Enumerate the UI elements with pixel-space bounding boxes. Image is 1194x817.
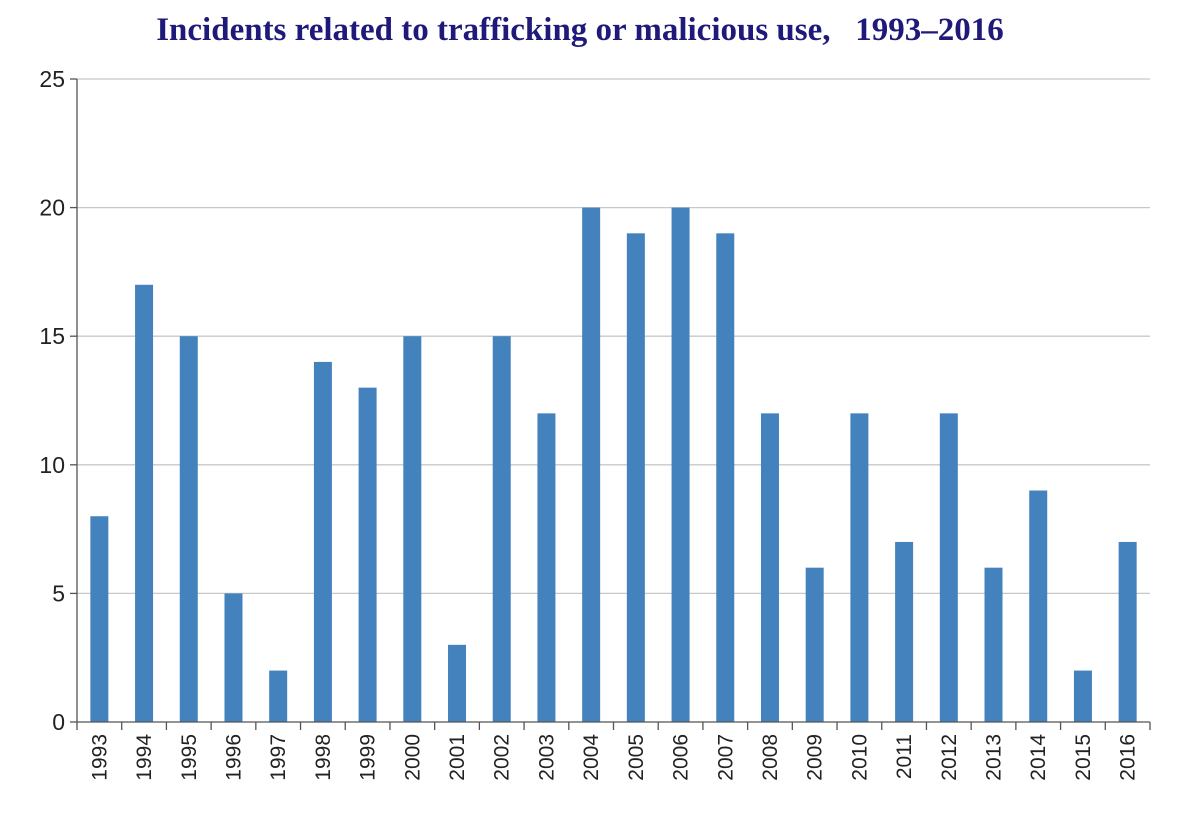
x-tick-label: 1993 — [88, 734, 111, 781]
bar-2007 — [716, 233, 735, 722]
y-tick-label: 0 — [52, 709, 65, 735]
bars — [90, 207, 1137, 723]
bar-2000 — [403, 336, 422, 722]
bar-2001 — [448, 644, 467, 722]
chart-title: Incidents related to trafficking or mali… — [156, 12, 1004, 48]
x-tick-label: 1996 — [222, 734, 245, 781]
axes — [76, 79, 1151, 730]
x-tick-label: 2009 — [804, 734, 827, 781]
bar-2010 — [850, 413, 869, 722]
x-tick-label: 2007 — [714, 734, 737, 781]
x-tick-label: 2001 — [446, 734, 469, 781]
x-tick-label: 2002 — [491, 734, 514, 781]
bar-2016 — [1118, 541, 1137, 722]
bar-2006 — [671, 207, 690, 723]
x-tick-label: 1994 — [133, 734, 156, 781]
bar-1993 — [90, 516, 109, 722]
bar-2005 — [626, 233, 645, 722]
bar-2011 — [895, 541, 914, 722]
x-tick-label: 2011 — [893, 734, 916, 779]
x-tick-label: 2008 — [759, 734, 782, 781]
bar-1999 — [358, 387, 377, 722]
y-tick-labels: 0 5 10 15 20 25 — [39, 66, 65, 735]
x-tick-label: 2012 — [938, 734, 961, 781]
gridlines — [70, 78, 1150, 723]
bar-2002 — [492, 336, 511, 722]
bar-2009 — [805, 567, 824, 722]
bar-1995 — [179, 336, 198, 722]
x-tick-label: 2006 — [670, 734, 693, 781]
x-tick-label: 2000 — [401, 734, 424, 781]
bar-2013 — [984, 567, 1003, 722]
bar-2003 — [537, 413, 556, 722]
x-tick-label: 1999 — [357, 734, 380, 781]
x-tick-label: 2003 — [535, 734, 558, 781]
x-tick-label: 1995 — [178, 734, 201, 781]
x-tick-labels: 1993 1994 1995 1996 1997 1998 1999 2000 2001 2002… — [88, 734, 1139, 781]
x-tick-label: 2004 — [580, 734, 603, 781]
bar-1994 — [135, 284, 154, 722]
bar-1996 — [224, 593, 243, 722]
y-tick-label: 10 — [39, 452, 65, 478]
y-tick-label: 25 — [39, 66, 65, 92]
bar-2014 — [1029, 490, 1048, 722]
x-tick-label: 2016 — [1117, 734, 1140, 781]
x-tick-label: 1998 — [312, 734, 335, 781]
bar-2012 — [939, 413, 958, 722]
y-tick-label: 15 — [39, 323, 65, 349]
x-tick-label: 2010 — [848, 734, 871, 781]
bar-1997 — [269, 670, 288, 722]
bar-2008 — [760, 413, 779, 722]
y-tick-label: 5 — [52, 580, 65, 606]
x-tick-label: 1997 — [267, 734, 290, 781]
x-tick-label: 2013 — [983, 734, 1006, 781]
bar-1998 — [313, 361, 332, 722]
x-tick-label: 2015 — [1072, 734, 1095, 781]
x-tick-label: 2014 — [1027, 734, 1050, 781]
x-tick-label: 2005 — [625, 734, 648, 781]
bar-2015 — [1073, 670, 1092, 722]
y-tick-label: 20 — [39, 195, 65, 221]
bar-2004 — [582, 207, 601, 723]
